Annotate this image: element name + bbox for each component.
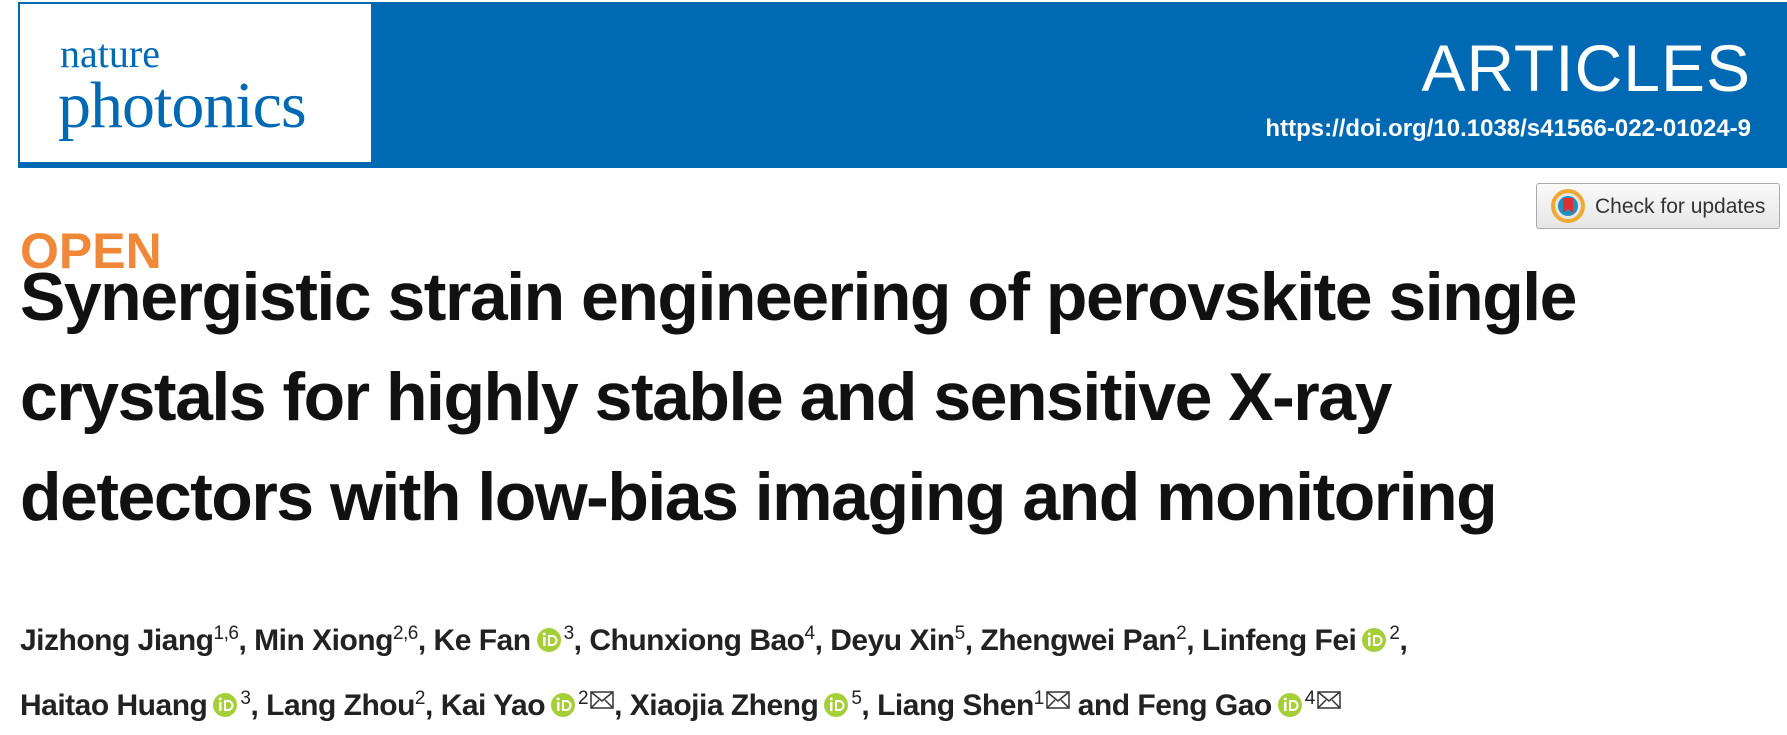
affiliation: 2,6 (392, 623, 418, 644)
separator: , (1186, 624, 1195, 657)
separator: , (861, 689, 870, 722)
affiliation: 5 (851, 688, 862, 709)
separator: , (573, 624, 582, 657)
orcid-icon[interactable] (823, 692, 849, 718)
separator: , (425, 689, 433, 722)
author-name: Min Xiong (254, 624, 393, 657)
affiliation: 4 (1304, 688, 1316, 709)
open-access-label: OPEN (20, 223, 162, 279)
journal-logo[interactable]: nature photonics (18, 2, 373, 164)
affiliation: 5 (954, 623, 966, 644)
author-name: Jizhong Jiang (20, 624, 214, 657)
orcid-icon[interactable] (536, 627, 562, 653)
author: Liang Shen1 (877, 688, 1070, 722)
author: Linfeng Fei 2 (1201, 623, 1400, 657)
author: Feng Gao 4 (1137, 688, 1341, 722)
affiliation: 1,6 (213, 623, 239, 644)
separator: , (964, 624, 973, 657)
author: Min Xiong2,6 (254, 623, 418, 657)
affiliation: 3 (240, 688, 251, 709)
doi-link[interactable]: https://doi.org/10.1038/s41566-022-01024… (1265, 115, 1751, 142)
author-name: Chunxiong Bao (589, 624, 805, 657)
affiliation: 1 (1033, 688, 1045, 709)
separator: , (814, 624, 823, 657)
separator: , (238, 624, 247, 657)
mail-icon[interactable] (1046, 691, 1070, 709)
title-line: Synergistic strain engineering of perovs… (20, 259, 1577, 335)
author-name: Deyu Xin (830, 624, 955, 657)
author: Zhengwei Pan2 (980, 623, 1187, 657)
title-line: crystals for highly stable and sensitive… (20, 359, 1392, 435)
check-updates-button[interactable]: Check for updates (1536, 183, 1780, 229)
orcid-icon[interactable] (1361, 627, 1387, 653)
author: Kai Yao 2 (440, 688, 614, 722)
author-name: Ke Fan (433, 624, 532, 657)
affiliation: 4 (804, 623, 816, 644)
author: Chunxiong Bao4 (589, 623, 816, 657)
affiliation: 3 (563, 623, 575, 644)
logo-line: photonics (58, 69, 307, 142)
author-name: Feng Gao (1137, 689, 1272, 722)
author: Ke Fan 3 (433, 623, 575, 657)
author: Jizhong Jiang1,6 (20, 623, 239, 657)
author: Xiaojia Zheng 5 (629, 688, 862, 722)
separator: , (614, 689, 622, 722)
author-name: Linfeng Fei (1201, 624, 1357, 657)
section-label: ARTICLES (1421, 31, 1751, 105)
mail-icon[interactable] (1317, 691, 1341, 709)
affiliation: 2 (578, 688, 589, 709)
author-name: Xiaojia Zheng (629, 689, 819, 722)
separator: , (417, 624, 426, 657)
author-name: Liang Shen (877, 689, 1034, 722)
title-line: detectors with low-bias imaging and moni… (20, 459, 1498, 535)
author-list: Jizhong Jiang1,6, Min Xiong2,6, Ke Fan 3,… (20, 605, 1780, 735)
affiliation: 2 (1389, 623, 1400, 644)
author-name: Lang Zhou (266, 689, 415, 722)
mail-icon[interactable] (590, 691, 614, 709)
affiliation: 2 (414, 688, 426, 709)
logo-line: nature (60, 31, 160, 76)
orcid-icon[interactable] (212, 692, 238, 718)
author-name: Kai Yao (440, 689, 546, 722)
separator: , (1399, 624, 1408, 657)
affiliation: 2 (1176, 623, 1187, 644)
author: Deyu Xin5 (830, 623, 966, 657)
update-icon (1551, 189, 1585, 223)
orcid-icon[interactable] (550, 692, 576, 718)
button-label: Check for updates (1595, 195, 1766, 218)
author-name: Zhengwei Pan (980, 624, 1177, 657)
orcid-icon[interactable] (1277, 692, 1303, 718)
author: Lang Zhou2 (266, 688, 426, 722)
separator: , (250, 689, 259, 722)
author-name: Haitao Huang (20, 689, 208, 722)
separator: and (1077, 689, 1130, 722)
author: Haitao Huang 3 (20, 688, 251, 722)
